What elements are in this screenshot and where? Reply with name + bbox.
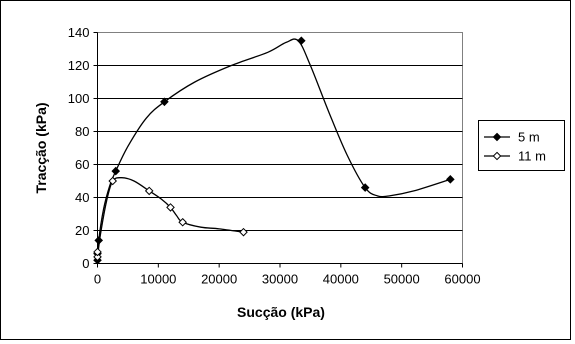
y-tick-label: 120 (68, 58, 90, 73)
legend-box (478, 120, 565, 171)
data-point (93, 252, 102, 262)
data-point (296, 36, 306, 46)
data-point (108, 176, 118, 186)
data-point (160, 97, 169, 107)
x-tick-label: 0 (94, 272, 101, 287)
legend-marker (492, 132, 502, 142)
y-tick-label: 100 (68, 91, 90, 106)
x-tick-label: 30000 (262, 272, 298, 287)
data-point (239, 227, 248, 237)
x-tick-labels: 0 10000 20000 30000 40000 50000 60000 (94, 272, 481, 287)
y-tick-labels: 0 20 40 60 80 100 120 140 (68, 25, 90, 271)
axes (93, 32, 463, 268)
y-tick-label: 80 (75, 124, 89, 139)
legend: 5 m 11 m (478, 120, 565, 171)
data-point (111, 166, 121, 176)
series-2 (93, 176, 248, 262)
y-tick-label: 60 (75, 157, 89, 172)
x-tick-label: 60000 (444, 272, 480, 287)
x-tick-label: 40000 (323, 272, 359, 287)
y-tick-label: 40 (75, 190, 89, 205)
data-point (178, 217, 187, 227)
legend-marker (492, 151, 502, 161)
series-layer (93, 36, 455, 265)
y-tick-label: 0 (82, 256, 89, 271)
legend-label: 11 m (518, 149, 546, 164)
data-point (360, 183, 370, 192)
y-tick-label: 140 (68, 25, 90, 40)
data-point (93, 247, 102, 257)
series-line (96, 177, 244, 257)
legend-items: 5 m 11 m (484, 130, 546, 164)
legend-item: 11 m (484, 149, 546, 164)
data-point (166, 203, 175, 212)
x-tick-label: 10000 (140, 272, 176, 287)
data-point (144, 186, 154, 196)
x-tick-label: 50000 (384, 272, 420, 287)
legend-label: 5 m (518, 130, 540, 145)
y-tick-label: 20 (75, 223, 89, 238)
y-axis-title: Tracção (kPa) (33, 102, 49, 193)
legend-item: 5 m (484, 130, 540, 145)
plot-area (97, 32, 463, 264)
data-point (446, 175, 455, 184)
x-tick-label: 20000 (201, 272, 237, 287)
x-axis-title: Sucção (kPa) (237, 304, 325, 320)
